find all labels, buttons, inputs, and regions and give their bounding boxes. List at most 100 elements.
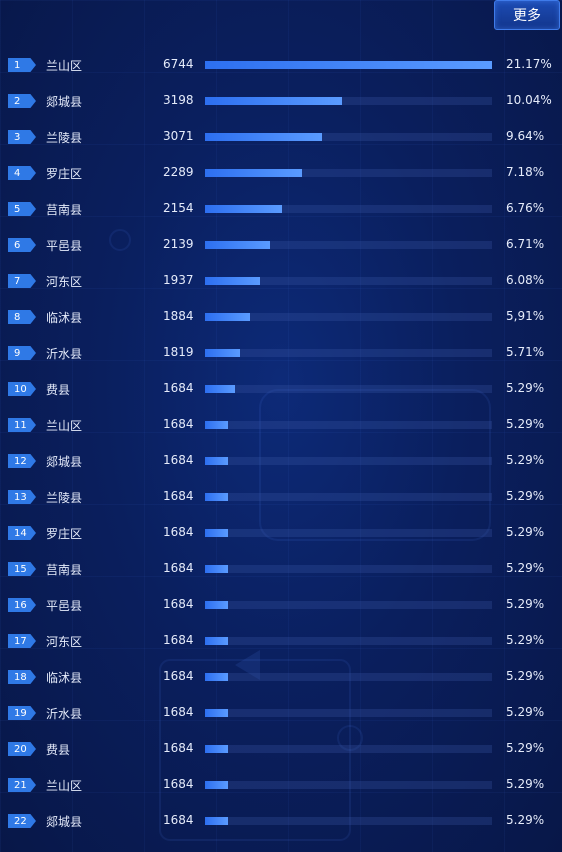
percentage-value: 5.29%	[506, 777, 545, 791]
progress-bar	[205, 565, 228, 573]
percentage-value: 5.29%	[506, 813, 545, 827]
rank-badge: 5	[8, 202, 36, 216]
count-value: 1684	[163, 561, 194, 575]
percentage-value: 21.17%	[506, 57, 552, 71]
count-value: 1684	[163, 633, 194, 647]
progress-bar	[205, 493, 228, 501]
rank-badge: 22	[8, 814, 36, 828]
rank-badge: 13	[8, 490, 36, 504]
progress-track	[205, 817, 492, 825]
progress-track	[205, 565, 492, 573]
progress-track	[205, 781, 492, 789]
progress-track	[205, 529, 492, 537]
list-item: 1 兰山区 6744 21.17%	[0, 47, 562, 83]
progress-bar	[205, 637, 228, 645]
count-value: 1684	[163, 453, 194, 467]
rank-badge: 1	[8, 58, 36, 72]
progress-bar	[205, 97, 342, 105]
district-name: 兰山区	[46, 59, 83, 73]
count-value: 2289	[163, 165, 194, 179]
progress-track	[205, 637, 492, 645]
count-value: 6744	[163, 57, 194, 71]
progress-track	[205, 97, 492, 105]
list-item: 13 兰陵县 1684 5.29%	[0, 479, 562, 515]
count-value: 1819	[163, 345, 194, 359]
district-name: 沂水县	[46, 347, 83, 361]
rank-badge: 7	[8, 274, 36, 288]
progress-bar	[205, 457, 228, 465]
district-name: 郯城县	[46, 95, 83, 109]
progress-track	[205, 241, 492, 249]
progress-bar	[205, 745, 228, 753]
progress-track	[205, 349, 492, 357]
progress-track	[205, 205, 492, 213]
district-name: 罗庄区	[46, 527, 83, 541]
percentage-value: 9.64%	[506, 129, 545, 143]
progress-bar	[205, 709, 228, 717]
progress-track	[205, 169, 492, 177]
progress-bar	[205, 349, 240, 357]
list-item: 20 费县 1684 5.29%	[0, 731, 562, 767]
list-item: 21 兰山区 1684 5.29%	[0, 767, 562, 803]
district-name: 河东区	[46, 635, 83, 649]
percentage-value: 5.29%	[506, 381, 545, 395]
progress-track	[205, 421, 492, 429]
count-value: 1684	[163, 741, 194, 755]
rank-badge: 15	[8, 562, 36, 576]
ranking-list: 1 兰山区 6744 21.17% 2 郯城县 3198 10.04% 3 兰陵县 3071 9.64…	[0, 47, 562, 839]
list-item: 5 莒南县 2154 6.76%	[0, 191, 562, 227]
count-value: 1684	[163, 381, 194, 395]
list-item: 6 平邑县 2139 6.71%	[0, 227, 562, 263]
list-item: 7 河东区 1937 6.08%	[0, 263, 562, 299]
percentage-value: 6.08%	[506, 273, 545, 287]
progress-track	[205, 493, 492, 501]
count-value: 2139	[163, 237, 194, 251]
district-name: 沂水县	[46, 707, 83, 721]
district-name: 兰陵县	[46, 491, 83, 505]
count-value: 1684	[163, 813, 194, 827]
progress-track	[205, 313, 492, 321]
progress-track	[205, 745, 492, 753]
rank-badge: 17	[8, 634, 36, 648]
rank-badge: 19	[8, 706, 36, 720]
list-item: 16 平邑县 1684 5.29%	[0, 587, 562, 623]
progress-bar	[205, 313, 251, 321]
district-name: 平邑县	[46, 239, 83, 253]
rank-badge: 16	[8, 598, 36, 612]
percentage-value: 5.29%	[506, 525, 545, 539]
district-name: 费县	[46, 743, 71, 757]
progress-bar	[205, 817, 228, 825]
list-item: 14 罗庄区 1684 5.29%	[0, 515, 562, 551]
progress-bar	[205, 421, 228, 429]
progress-bar	[205, 673, 228, 681]
progress-bar	[205, 61, 492, 69]
more-button[interactable]: 更多	[494, 0, 560, 30]
district-name: 罗庄区	[46, 167, 83, 181]
district-name: 兰山区	[46, 779, 83, 793]
count-value: 1684	[163, 597, 194, 611]
percentage-value: 5.29%	[506, 705, 545, 719]
progress-bar	[205, 205, 282, 213]
percentage-value: 5.29%	[506, 633, 545, 647]
rank-badge: 14	[8, 526, 36, 540]
list-item: 17 河东区 1684 5.29%	[0, 623, 562, 659]
percentage-value: 5.29%	[506, 597, 545, 611]
progress-track	[205, 601, 492, 609]
progress-track	[205, 133, 492, 141]
percentage-value: 5.71%	[506, 345, 545, 359]
percentage-value: 5.29%	[506, 561, 545, 575]
percentage-value: 5.29%	[506, 669, 545, 683]
list-item: 4 罗庄区 2289 7.18%	[0, 155, 562, 191]
list-item: 8 临沭县 1884 5,91%	[0, 299, 562, 335]
percentage-value: 5.29%	[506, 489, 545, 503]
progress-bar	[205, 781, 228, 789]
count-value: 3198	[163, 93, 194, 107]
list-item: 19 沂水县 1684 5.29%	[0, 695, 562, 731]
list-item: 2 郯城县 3198 10.04%	[0, 83, 562, 119]
district-name: 临沭县	[46, 311, 83, 325]
rank-badge: 21	[8, 778, 36, 792]
district-name: 郯城县	[46, 815, 83, 829]
percentage-value: 6.76%	[506, 201, 545, 215]
percentage-value: 10.04%	[506, 93, 552, 107]
list-item: 9 沂水县 1819 5.71%	[0, 335, 562, 371]
